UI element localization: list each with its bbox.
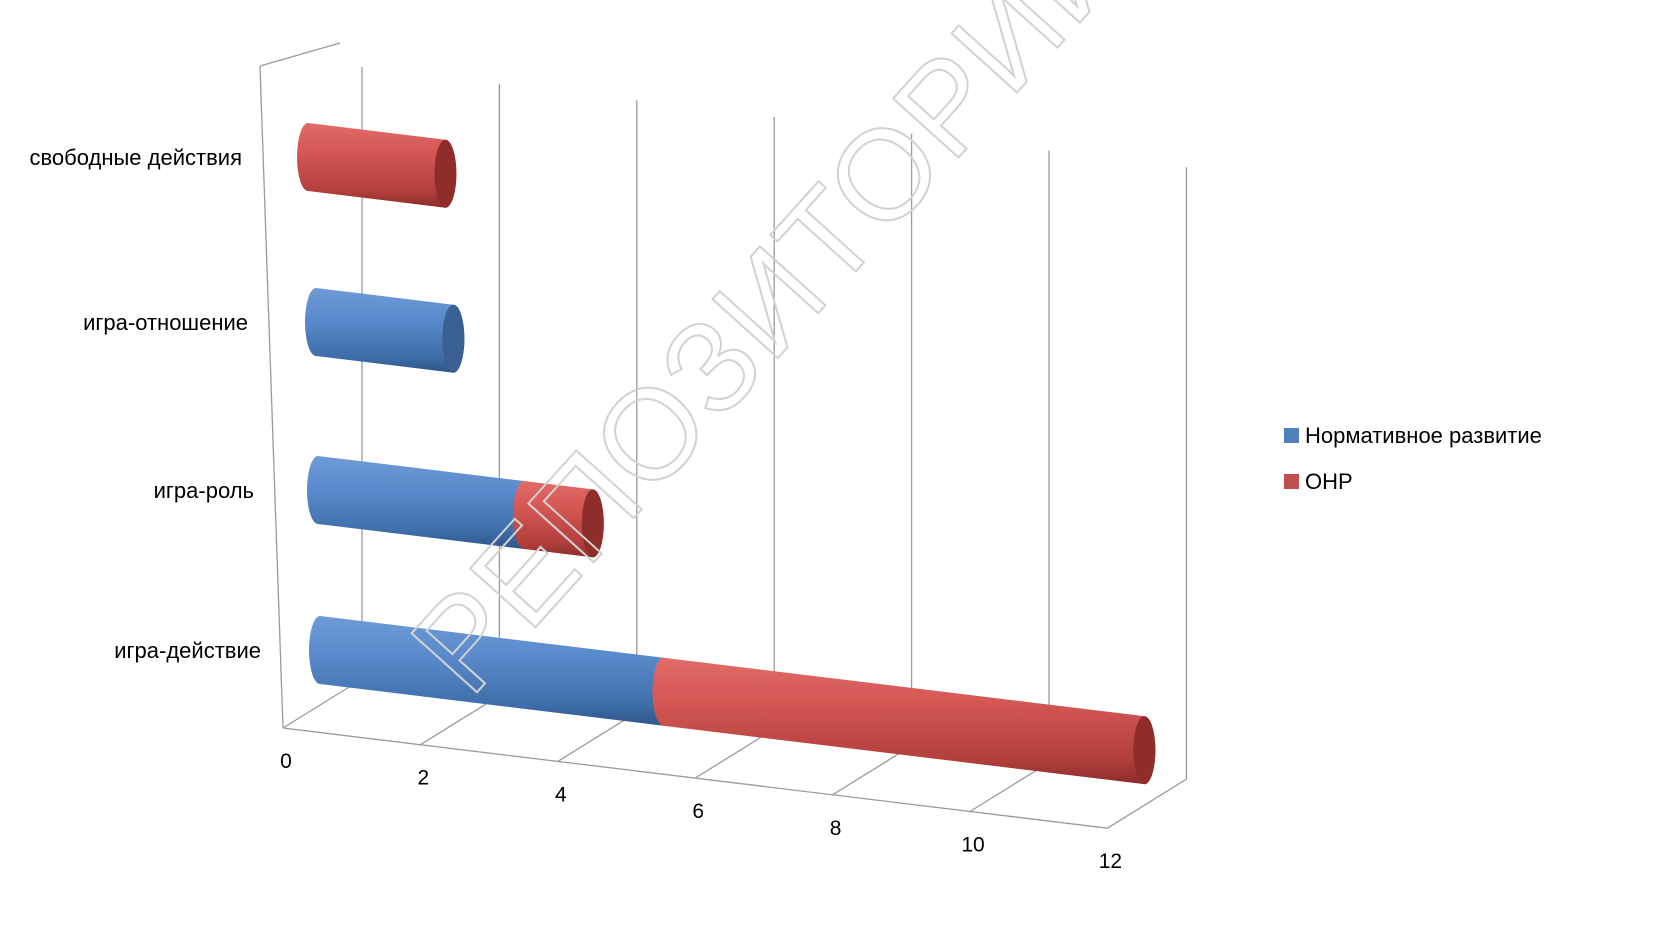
legend-swatch: [1284, 428, 1299, 443]
x-tick-label: 8: [830, 817, 842, 840]
x-tick-label: 12: [1099, 850, 1122, 873]
category-label: игра-отношение: [83, 310, 248, 335]
category-label: игра-роль: [154, 478, 254, 503]
legend-label: Нормативное развитие: [1305, 423, 1542, 448]
bar-segment-onr: [297, 123, 457, 208]
bar-end-cap: [442, 304, 465, 373]
category-label: свободные действия: [29, 145, 242, 170]
bars: [297, 123, 1156, 785]
legend-label: ОНР: [1305, 469, 1353, 494]
grid: [259, 42, 1188, 829]
labels: 0 2 4 6 8 10 12 игра-действие игра-роль игра-отно…: [29, 145, 1122, 873]
bar-segment-normative: [307, 456, 536, 550]
x-tick-label: 4: [555, 783, 567, 806]
floor-gridline: [1107, 778, 1187, 829]
category-label: игра-действие: [114, 638, 261, 663]
left-wall-top-edge: [259, 42, 341, 67]
x-tick-label: 10: [961, 834, 984, 857]
floor-front-edge: [282, 727, 1108, 829]
bar-segment-onr: [513, 481, 604, 558]
legend-swatch: [1284, 474, 1299, 489]
bar-end-cap: [581, 489, 604, 558]
x-tick-label: 2: [418, 767, 430, 790]
x-tick-label: 6: [692, 800, 704, 823]
left-wall-edge: [259, 65, 284, 729]
x-tick-label: 0: [280, 750, 292, 773]
bar-end-cap: [1133, 716, 1156, 785]
bar-segment-onr: [652, 657, 1156, 785]
watermark-text: РЕПОЗИТОРИЙ БГПУ: [384, 0, 1406, 719]
bar-segment-normative: [305, 288, 465, 373]
bar-segment-normative: [309, 616, 675, 726]
bar-end-cap: [434, 139, 457, 208]
legend: Нормативное развитие ОНР: [1284, 423, 1542, 494]
